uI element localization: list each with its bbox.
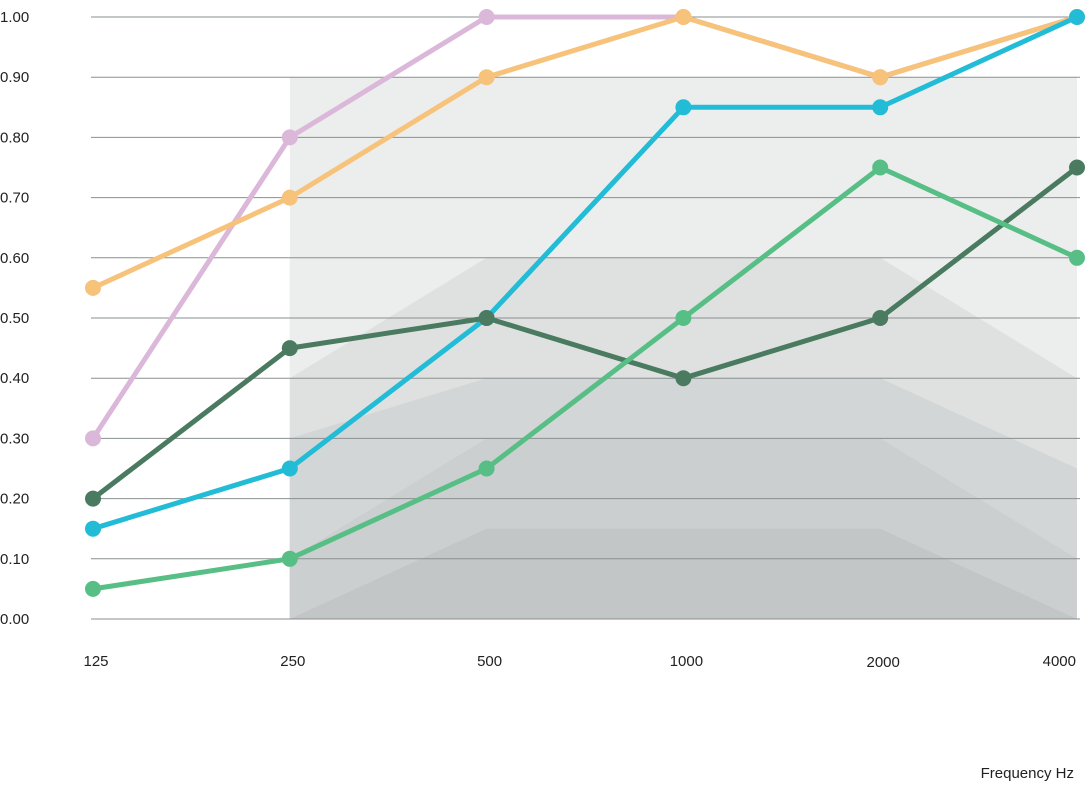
y-tick-label: 0.40: [0, 370, 29, 387]
series-point-4: [85, 580, 101, 597]
y-tick-label: 0.60: [0, 250, 29, 267]
series-line-2: [90, 14, 1080, 532]
series-point-4: [281, 550, 298, 567]
series-point-4: [478, 460, 495, 477]
x-axis-ticks: 125 250 500 1000 2000 4000: [83, 653, 1076, 671]
gridlines: [91, 16, 1080, 620]
series-point-3: [1069, 159, 1085, 176]
series-line-1: [90, 14, 1080, 291]
series-point-3: [478, 310, 495, 326]
series-point-3: [675, 370, 692, 387]
series-point-2: [675, 99, 692, 116]
y-tick-label: 0.00: [0, 611, 29, 628]
x-tick-label: 125: [83, 653, 108, 670]
series-point-4: [1069, 249, 1085, 266]
series-line-3: [90, 165, 1080, 502]
series-point-0: [478, 9, 495, 25]
y-tick-label: 0.70: [0, 190, 29, 207]
x-tick-label: 500: [477, 653, 502, 670]
x-tick-label: 4000: [1043, 653, 1076, 670]
series-points: [85, 9, 1085, 597]
y-tick-label: 1.00: [0, 9, 29, 26]
series-point-2: [281, 460, 298, 477]
y-axis-ticks: 0.00 0.10 0.20 0.30 0.40 0.50 0.60 0.70 0.80 0.90…: [0, 9, 29, 628]
series-point-1: [85, 279, 101, 296]
series-point-4: [872, 159, 889, 176]
series-lines: [90, 14, 1080, 592]
series-point-3: [872, 310, 889, 326]
x-axis-label: Frequency Hz: [981, 765, 1074, 782]
series-point-2: [872, 99, 889, 116]
y-tick-label: 0.80: [0, 129, 29, 146]
series-point-0: [85, 430, 101, 447]
x-tick-label: 250: [280, 653, 305, 670]
y-tick-label: 0.10: [0, 551, 29, 568]
series-point-3: [85, 490, 101, 507]
x-tick-label: 2000: [867, 654, 900, 671]
band-4: [289, 528, 1077, 619]
x-tick-label: 1000: [670, 653, 703, 670]
background-bands: [289, 77, 1077, 619]
series-point-3: [281, 340, 298, 357]
series-point-1: [675, 9, 692, 25]
series-point-2: [1069, 9, 1085, 25]
series-point-1: [281, 189, 298, 206]
series-point-0: [281, 129, 298, 146]
series-line-4: [90, 165, 1080, 592]
y-tick-label: 0.90: [0, 69, 29, 86]
y-tick-label: 0.20: [0, 491, 29, 508]
series-point-1: [478, 69, 495, 86]
series-point-2: [85, 520, 101, 537]
series-point-1: [872, 69, 889, 86]
y-tick-label: 0.50: [0, 310, 29, 327]
y-tick-label: 0.30: [0, 430, 29, 447]
series-point-4: [675, 310, 692, 326]
